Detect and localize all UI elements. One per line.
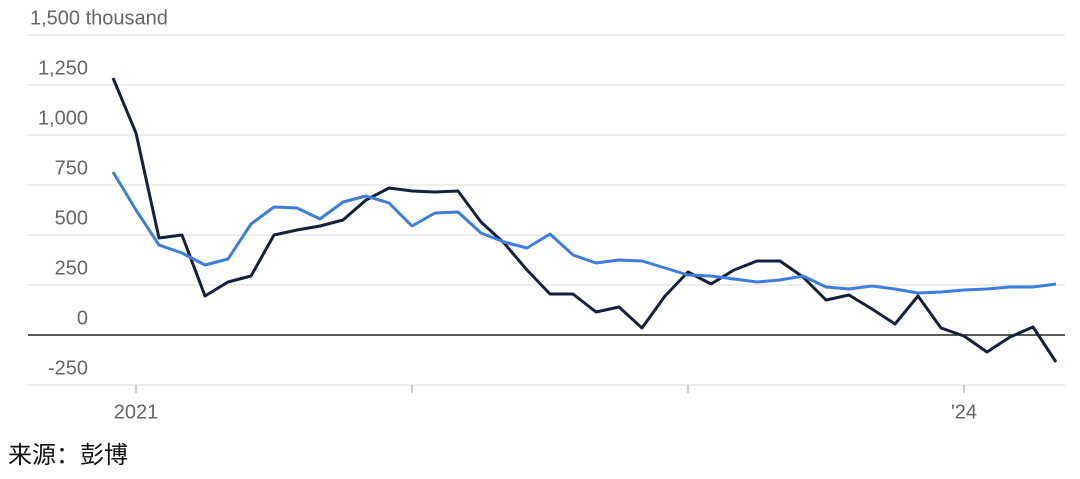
y-tick-label: -250 [48,357,88,379]
y-tick-label: 0 [77,307,88,329]
y-tick-label: 750 [55,157,88,179]
y-tick-label: 250 [55,257,88,279]
x-tick-label: 2021 [114,401,159,423]
y-tick-label: 1,500 thousand [30,7,168,29]
x-tick-label: '24 [951,401,977,423]
line-series [111,77,1058,363]
y-tick-label: 500 [55,207,88,229]
source-note: 来源：彭博 [8,442,128,469]
y-tick-label: 1,000 [38,107,88,129]
line-series [111,171,1057,295]
y-tick-label: 1,250 [38,57,88,79]
